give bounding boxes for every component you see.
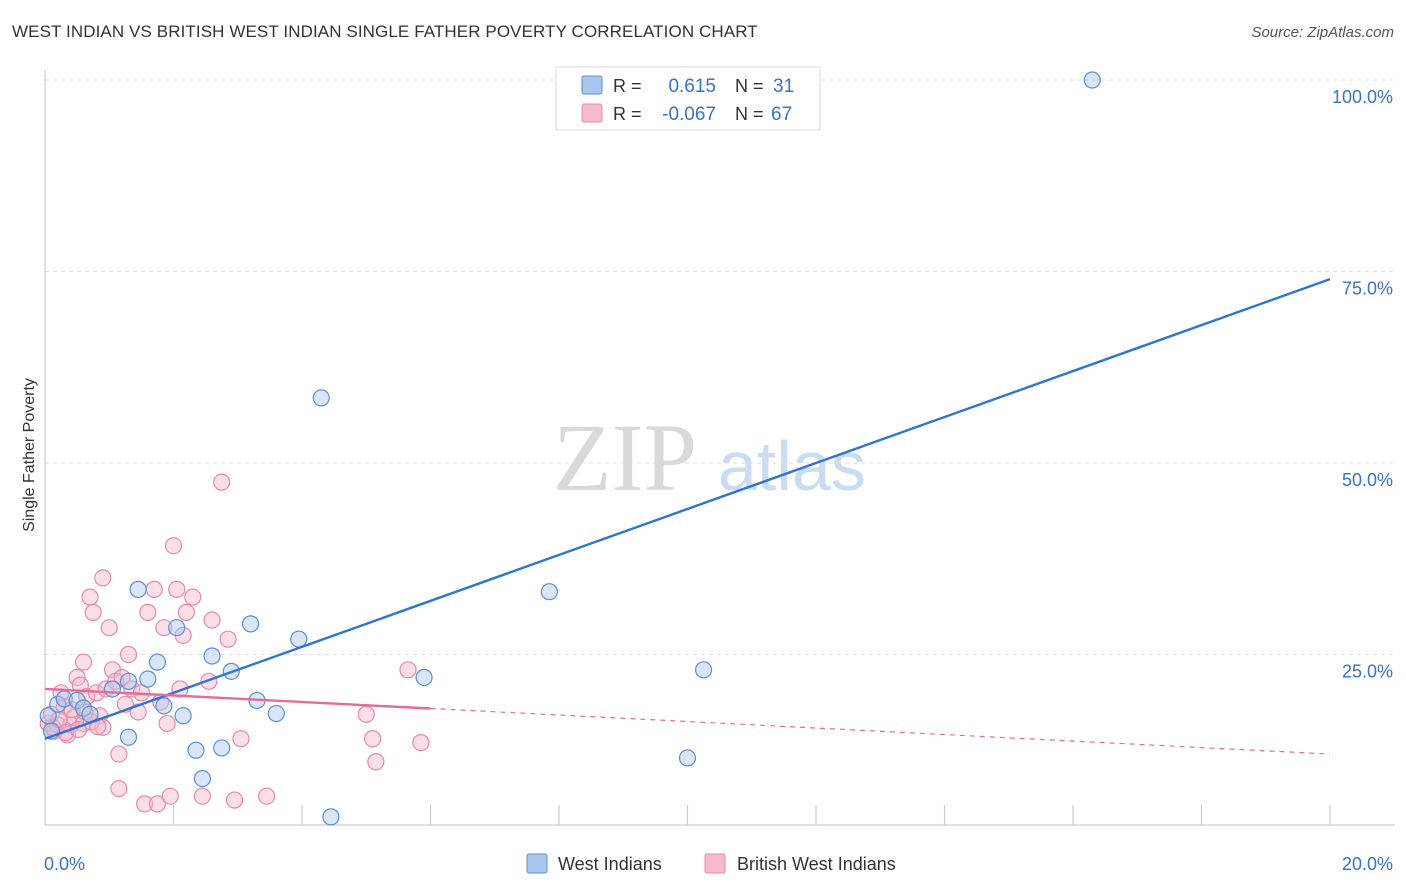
y-tick-label-25: 25.0% — [1342, 662, 1393, 682]
point-british-west-indians — [84, 603, 102, 621]
x-tick-label-min: 0.0% — [44, 854, 85, 874]
point-west-indians — [213, 739, 231, 757]
y-tick-label-100: 100.0% — [1332, 87, 1393, 107]
british-west-indians-points — [39, 473, 430, 813]
y-tick-labels: 25.0% 50.0% 75.0% 100.0% — [1332, 87, 1393, 682]
trend-line-west-indians — [44, 278, 1331, 740]
legend-r-label-1: R = — [613, 76, 642, 96]
point-west-indians — [148, 653, 167, 671]
point-british-west-indians — [213, 473, 231, 491]
point-british-west-indians — [164, 537, 183, 555]
point-west-indians — [187, 741, 205, 759]
point-west-indians — [74, 699, 93, 717]
point-british-west-indians — [412, 733, 430, 752]
series-legend: West Indians British West Indians — [526, 853, 896, 874]
point-west-indians — [694, 661, 713, 679]
point-british-west-indians — [145, 580, 163, 598]
point-west-indians — [119, 672, 138, 690]
grid-lines — [45, 79, 1395, 655]
point-british-west-indians — [258, 787, 276, 805]
correlation-legend: R = 0.615 N = 31 R = -0.067 N = 67 — [555, 66, 821, 131]
point-british-west-indians — [110, 779, 128, 798]
point-british-west-indians — [184, 588, 202, 606]
point-british-west-indians — [203, 611, 221, 629]
legend-item-west-indians-swatch — [526, 853, 548, 874]
legend-n-label-2: N = — [735, 104, 764, 124]
point-british-west-indians — [364, 730, 382, 748]
point-west-indians — [242, 615, 260, 633]
trend-line-british-west-indians — [44, 687, 431, 710]
point-british-west-indians — [158, 714, 176, 733]
legend-item-british-west-indians: British West Indians — [737, 854, 896, 874]
point-british-west-indians — [148, 795, 167, 813]
point-west-indians — [174, 707, 192, 725]
point-west-indians — [103, 680, 122, 698]
point-british-west-indians — [100, 619, 118, 637]
point-british-west-indians — [232, 730, 250, 748]
point-west-indians — [267, 704, 285, 723]
point-west-indians — [415, 668, 433, 687]
legend-r-value-1: 0.615 — [668, 76, 716, 97]
y-axis-label: Single Father Poverty — [21, 378, 38, 532]
source-label: Source: ZipAtlas.com — [1251, 24, 1394, 41]
point-british-west-indians — [155, 619, 173, 637]
trend-line-british-west-indians-extension — [430, 707, 1331, 755]
legend-n-value-1: 31 — [773, 76, 794, 97]
y-tick-label-50: 50.0% — [1342, 470, 1393, 490]
point-west-indians — [139, 670, 157, 688]
point-british-west-indians — [161, 787, 179, 805]
point-west-indians — [168, 619, 186, 637]
point-british-west-indians — [119, 645, 138, 664]
legend-n-label-1: N = — [735, 76, 764, 96]
legend-n-value-2: 67 — [771, 104, 792, 125]
west-indians-points — [39, 71, 1101, 826]
x-tick-label-max: 20.0% — [1342, 854, 1393, 874]
point-west-indians — [322, 808, 340, 826]
x-tick-labels: 0.0% 20.0% — [44, 854, 1393, 874]
watermark-atlas: atlas — [718, 427, 866, 505]
point-west-indians — [193, 769, 212, 788]
point-british-west-indians — [135, 795, 154, 813]
point-british-west-indians — [139, 603, 157, 621]
point-west-indians — [119, 728, 138, 746]
point-british-west-indians — [399, 661, 417, 679]
legend-r-value-2: -0.067 — [662, 104, 716, 125]
point-west-indians — [203, 647, 221, 665]
point-british-west-indians — [110, 745, 128, 763]
point-british-west-indians — [367, 753, 385, 771]
legend-swatch-blue — [581, 75, 603, 95]
point-west-indians — [312, 389, 330, 407]
legend-swatch-pink — [581, 103, 603, 123]
watermark: ZIP atlas — [553, 404, 866, 511]
point-british-west-indians — [74, 653, 93, 671]
watermark-zip: ZIP — [553, 404, 697, 511]
point-british-west-indians — [225, 791, 244, 809]
point-british-west-indians — [357, 705, 375, 723]
point-west-indians — [155, 697, 173, 715]
y-tick-label-75: 75.0% — [1342, 279, 1393, 299]
point-british-west-indians — [193, 787, 212, 805]
legend-r-label-2: R = — [613, 104, 642, 124]
point-british-west-indians — [94, 569, 112, 587]
chart-title: WEST INDIAN VS BRITISH WEST INDIAN SINGL… — [12, 22, 758, 41]
point-british-west-indians — [177, 603, 195, 621]
point-west-indians — [678, 749, 697, 767]
legend-item-british-west-indians-swatch — [704, 853, 726, 874]
axes — [44, 70, 1395, 826]
legend-item-west-indians: West Indians — [558, 854, 662, 874]
point-west-indians — [540, 583, 558, 601]
point-british-west-indians — [168, 580, 186, 598]
point-british-west-indians — [81, 588, 99, 606]
point-british-west-indians — [219, 630, 237, 648]
point-west-indians — [129, 580, 147, 598]
point-west-indians — [1083, 71, 1101, 89]
trend-lines — [44, 278, 1331, 755]
